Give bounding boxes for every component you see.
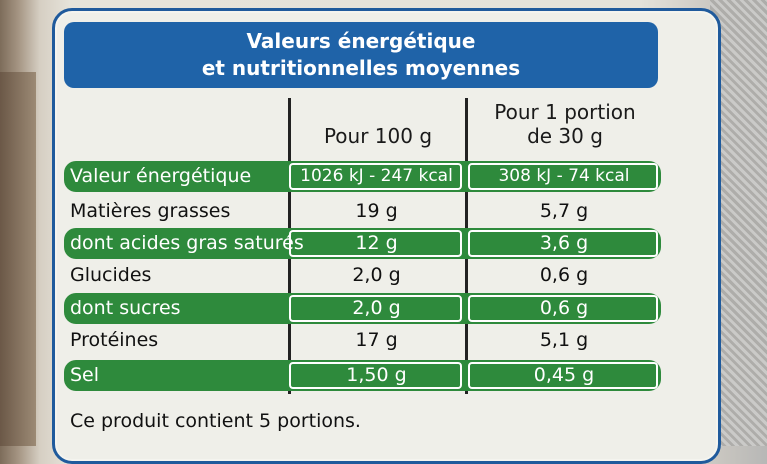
title-line-1: Valeurs énergétique [246, 29, 476, 53]
row-label: dont acides gras saturés [70, 232, 304, 254]
cell-box-portion [468, 163, 658, 190]
row-label: Glucides [70, 264, 152, 286]
row-value-portion: 3,6 g [539, 232, 589, 254]
row-value-portion: 0,45 g [533, 364, 595, 386]
cell-box-per100 [289, 163, 462, 190]
cell-box-per100 [289, 295, 462, 322]
row-highlight-band [64, 360, 661, 391]
header-portion-line-2: de 30 g [527, 124, 603, 148]
row-label: dont sucres [70, 297, 181, 319]
row-value-portion: 0,6 g [539, 264, 589, 286]
cell-box-per100 [289, 362, 462, 389]
footer-note: Ce produit contient 5 portions. [70, 410, 361, 432]
packaging-left-flap [0, 72, 36, 446]
row-highlight-band [64, 161, 661, 192]
title-line-2: et nutritionnelles moyennes [201, 56, 521, 80]
row-label: Protéines [70, 329, 159, 351]
cell-box-per100 [289, 230, 462, 257]
header-per-100g: Pour 100 g [323, 124, 433, 148]
row-label: Sel [70, 364, 100, 386]
row-value-portion: 308 kJ - 74 kcal [498, 166, 630, 186]
row-value-per100: 19 g [355, 200, 398, 222]
cell-box-portion [468, 295, 658, 322]
title-banner: Valeurs énergétique et nutritionnelles m… [64, 22, 658, 88]
cell-box-portion [468, 362, 658, 389]
row-value-portion: 0,6 g [539, 297, 589, 319]
row-value-portion: 5,1 g [539, 329, 589, 351]
row-label: Matières grasses [70, 200, 231, 222]
row-label: Valeur énergétique [70, 165, 252, 187]
row-highlight-band [64, 293, 661, 324]
header-portion-line-1: Pour 1 portion [494, 100, 636, 124]
row-value-per100: 1,50 g [346, 364, 407, 386]
row-value-per100: 2,0 g [352, 264, 401, 286]
row-value-portion: 5,7 g [539, 200, 589, 222]
row-highlight-band [64, 228, 661, 259]
row-value-per100: 2,0 g [352, 297, 401, 319]
cell-box-portion [468, 230, 658, 257]
header-portion: Pour 1 portion de 30 g [470, 100, 660, 148]
row-value-per100: 17 g [355, 329, 398, 351]
row-value-per100: 1026 kJ - 247 kcal [300, 166, 453, 186]
row-value-per100: 12 g [355, 232, 398, 254]
